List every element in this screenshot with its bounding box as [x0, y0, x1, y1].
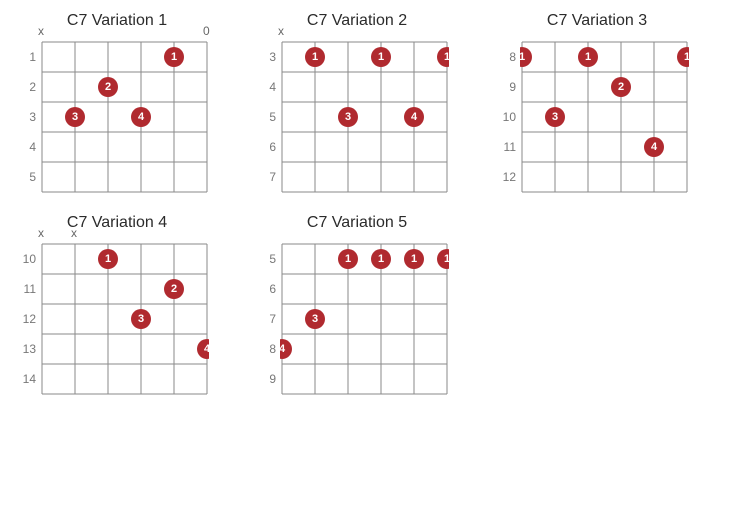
fret-number-label: 10 — [494, 110, 516, 124]
fret-number-label: 11 — [14, 282, 36, 296]
finger-number: 2 — [171, 283, 177, 295]
fretboard: 56789111134 — [280, 242, 462, 396]
fret-number-label: 4 — [254, 80, 276, 94]
mute-marker: x — [38, 226, 44, 240]
chord-diagram: C7 Variation 389101112111234 — [492, 12, 702, 194]
finger-number: 4 — [204, 343, 209, 355]
fret-number-label: 11 — [494, 140, 516, 154]
fret-number-label: 3 — [254, 50, 276, 64]
chord-grid: C7 Variation 112345x01234C7 Variation 23… — [12, 12, 719, 396]
chord-diagram: C7 Variation 234567x11134 — [252, 12, 462, 194]
fretboard-svg: 1 1 1 1 3 4 — [280, 242, 449, 396]
chord-diagram: C7 Variation 41011121314xx1234 — [12, 214, 222, 396]
finger-number: 1 — [378, 51, 384, 63]
fret-number-label: 7 — [254, 170, 276, 184]
fret-number-label: 13 — [14, 342, 36, 356]
finger-number: 1 — [105, 253, 111, 265]
finger-number: 1 — [585, 51, 591, 63]
finger-number: 2 — [105, 81, 111, 93]
fret-number-label: 6 — [254, 282, 276, 296]
fret-number-label: 12 — [494, 170, 516, 184]
finger-number: 2 — [618, 81, 624, 93]
mute-marker: x — [278, 24, 284, 38]
fretboard: 12345x01234 — [40, 40, 222, 194]
chord-diagram: C7 Variation 5 5 6 7 8 9 1 1 1 1 3 4 — [252, 214, 462, 396]
fret-number-label: 9 — [254, 372, 276, 386]
fret-number-label: 8 — [254, 342, 276, 356]
finger-number: 4 — [280, 343, 286, 355]
fret-number-label: 9 — [494, 80, 516, 94]
fretboard: 89101112111234 — [520, 40, 702, 194]
fretboard-svg: 1 1 1 3 4 — [280, 40, 449, 194]
finger-number: 4 — [411, 111, 418, 123]
finger-number: 1 — [171, 51, 177, 63]
fretboard: 1011121314xx1234 — [40, 242, 222, 396]
fretboard: 34567x11134 — [280, 40, 462, 194]
finger-number: 3 — [312, 313, 318, 325]
finger-number: 4 — [651, 141, 658, 153]
fretboard-svg: 1 1 1 2 3 4 — [520, 40, 689, 194]
finger-number: 4 — [138, 111, 145, 123]
open-marker: 0 — [203, 24, 210, 38]
fret-number-label: 6 — [254, 140, 276, 154]
fret-number-label: 4 — [14, 140, 36, 154]
fret-number-label: 10 — [14, 252, 36, 266]
fret-number-label: 5 — [254, 252, 276, 266]
chord-diagram: C7 Variation 112345x01234 — [12, 12, 222, 194]
fret-number-label: 8 — [494, 50, 516, 64]
chord-title: C7 Variation 5 — [252, 214, 462, 232]
fretboard-svg: 1 2 3 4 — [40, 40, 209, 194]
finger-number: 3 — [552, 111, 558, 123]
chord-title: C7 Variation 3 — [492, 12, 702, 30]
fret-number-label: 5 — [14, 170, 36, 184]
finger-number: 1 — [520, 51, 525, 63]
finger-number: 1 — [378, 253, 384, 265]
finger-number: 1 — [312, 51, 318, 63]
fret-number-label: 14 — [14, 372, 36, 386]
fret-number-label: 12 — [14, 312, 36, 326]
mute-marker: x — [38, 24, 44, 38]
fret-number-label: 5 — [254, 110, 276, 124]
finger-number: 1 — [444, 51, 449, 63]
fret-number-label: 7 — [254, 312, 276, 326]
fretboard-svg: 1 2 3 4 — [40, 242, 209, 396]
fret-number-label: 1 — [14, 50, 36, 64]
mute-marker: x — [71, 226, 77, 240]
finger-number: 3 — [72, 111, 78, 123]
finger-number: 1 — [444, 253, 449, 265]
finger-number: 1 — [345, 253, 351, 265]
fret-number-label: 3 — [14, 110, 36, 124]
fret-number-label: 2 — [14, 80, 36, 94]
finger-number: 1 — [684, 51, 689, 63]
finger-number: 3 — [138, 313, 144, 325]
finger-number: 3 — [345, 111, 351, 123]
finger-number: 1 — [411, 253, 417, 265]
